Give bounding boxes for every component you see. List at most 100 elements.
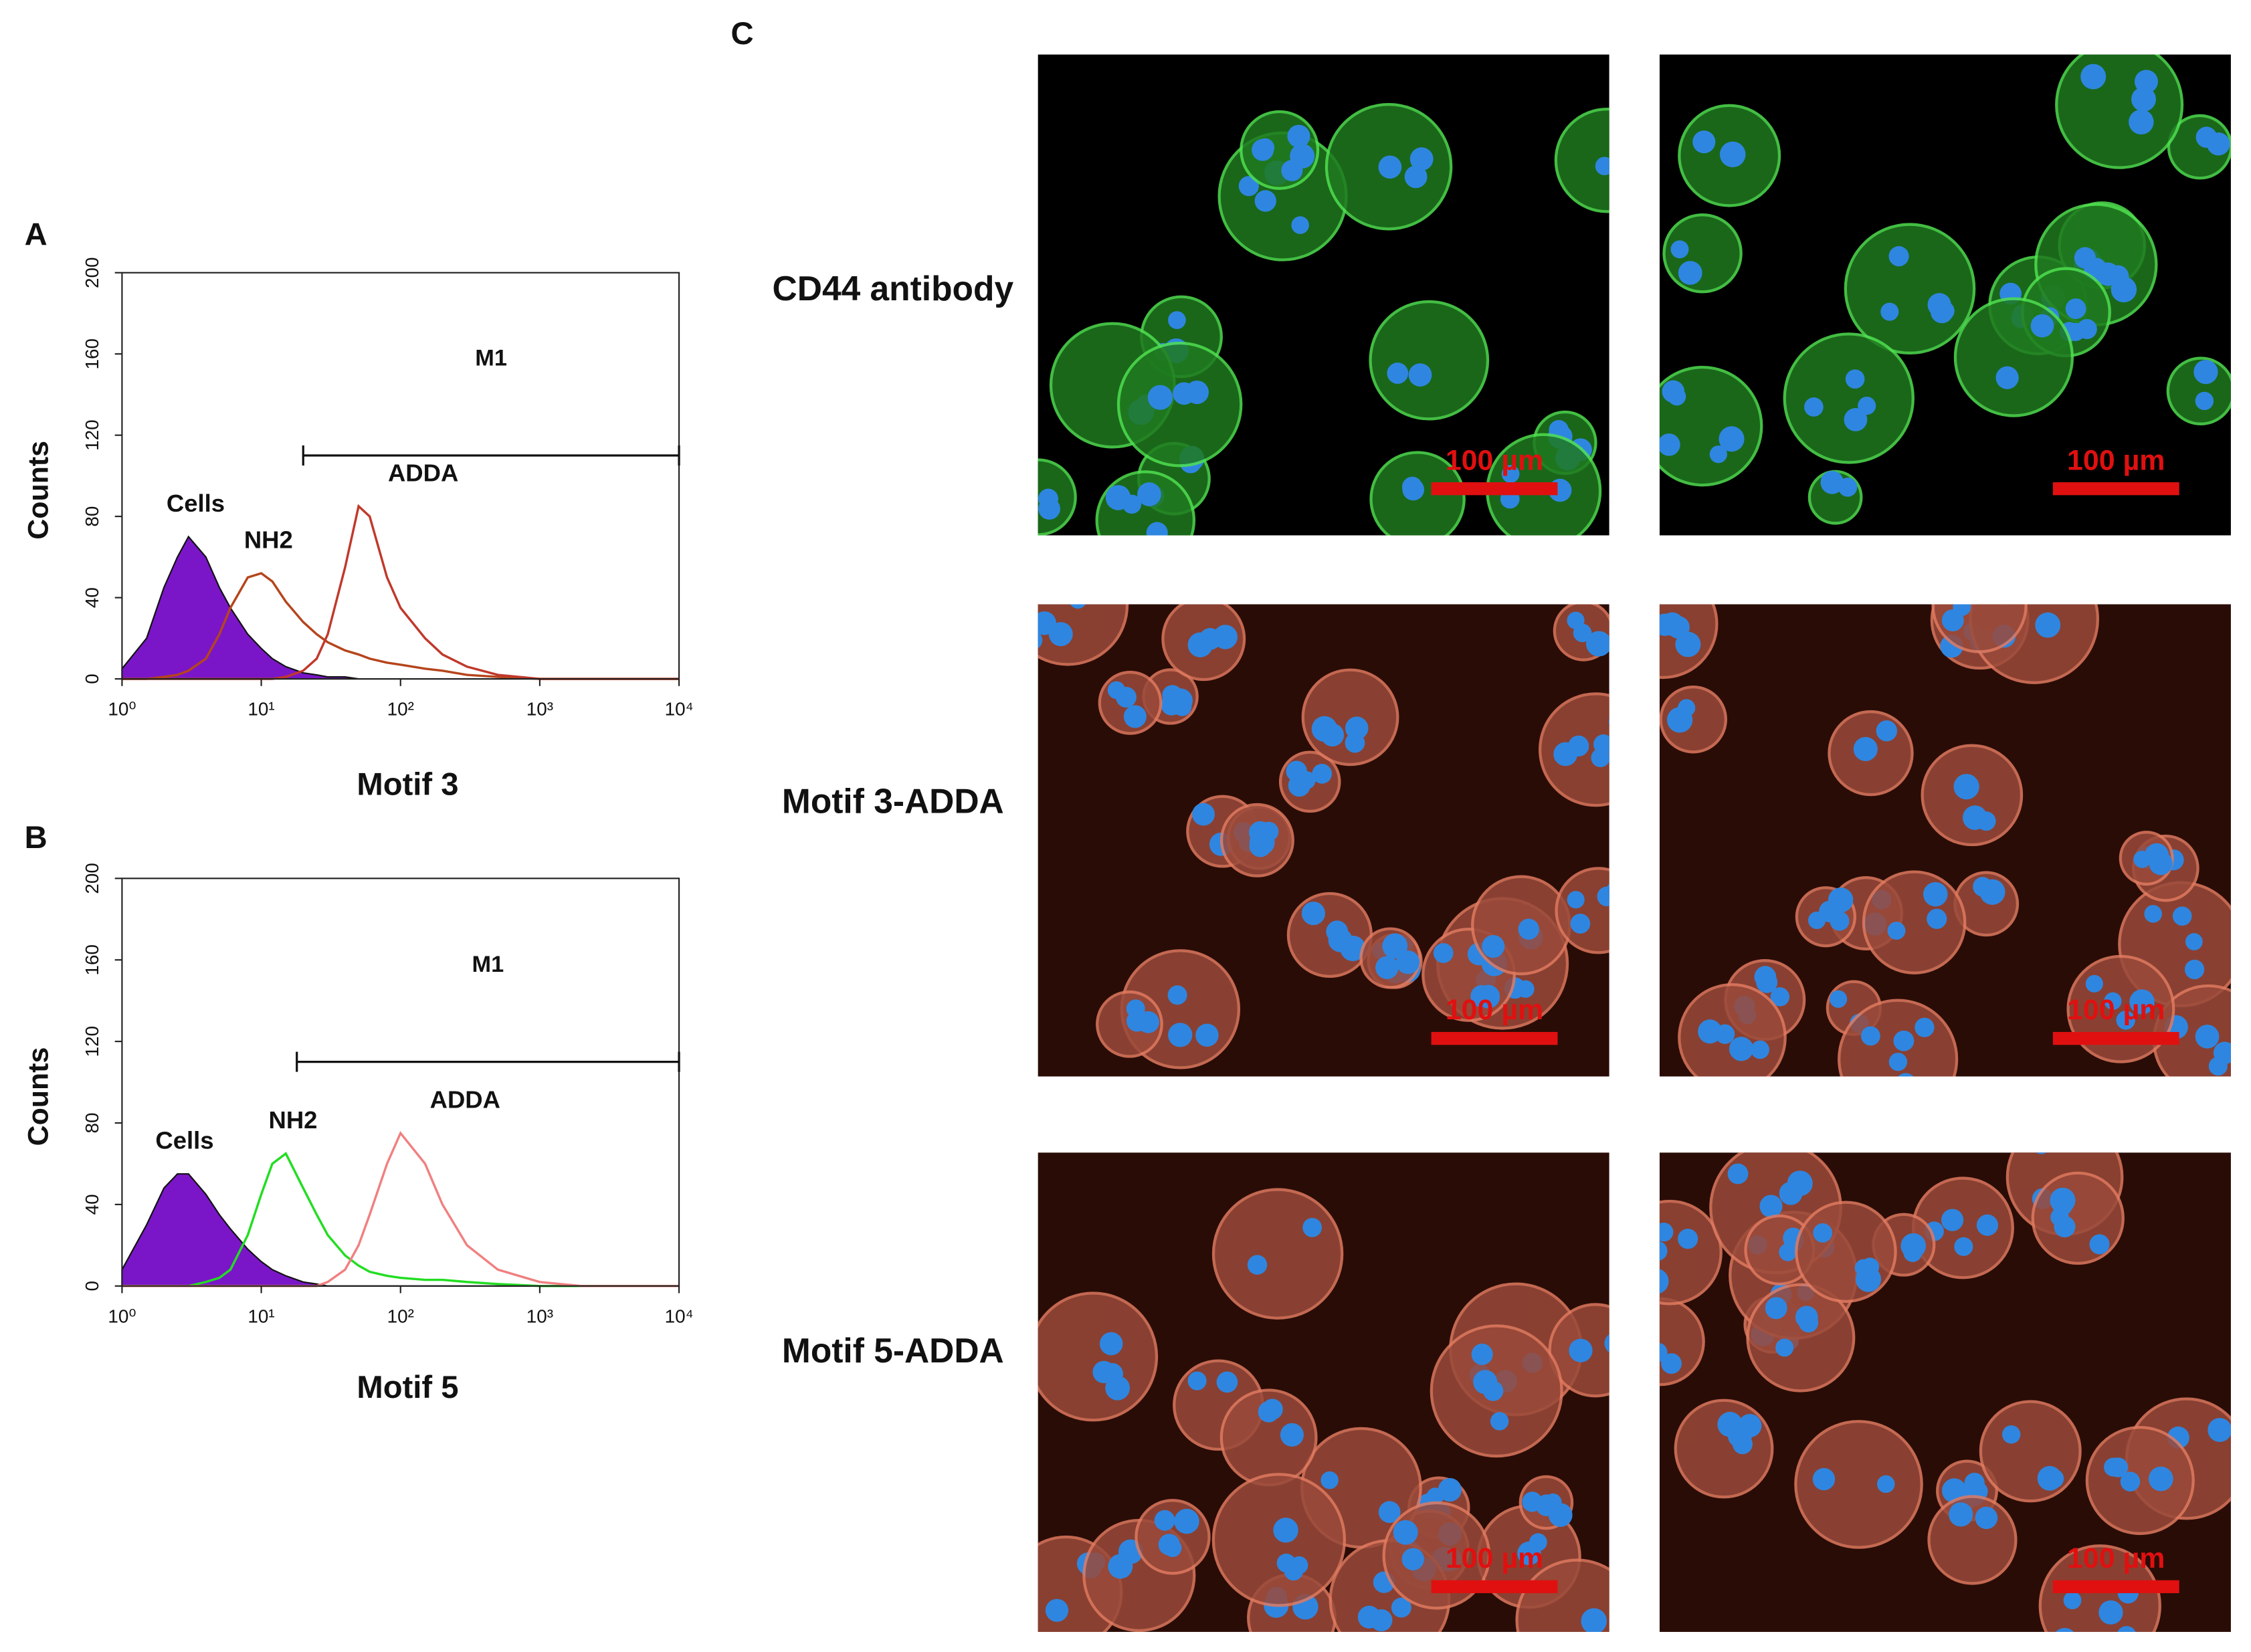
nucleus xyxy=(1378,1501,1401,1524)
nucleus xyxy=(1137,482,1161,506)
nucleus xyxy=(1154,1510,1175,1531)
nucleus xyxy=(2131,86,2156,112)
scale-bar-label: 100 µm xyxy=(1446,994,1543,1026)
scale-bar-label: 100 µm xyxy=(1446,1542,1543,1574)
nucleus xyxy=(1433,943,1454,963)
nucleus xyxy=(2104,992,2122,1010)
nucleus xyxy=(1692,130,1716,154)
nucleus xyxy=(1550,1637,1569,1652)
nucleus xyxy=(1213,625,1238,649)
nucleus xyxy=(1038,498,1060,520)
nucleus xyxy=(1887,922,1906,940)
panel-label: C xyxy=(730,16,753,51)
nucleus xyxy=(1829,990,1848,1008)
nucleus xyxy=(1146,522,1168,536)
nucleus xyxy=(2193,360,2218,385)
nucleus xyxy=(1382,933,1408,959)
nucleus xyxy=(2144,905,2162,923)
nucleus xyxy=(1941,609,1964,631)
cell-cluster xyxy=(1844,223,1976,354)
nucleus xyxy=(1754,966,1777,988)
nucleus xyxy=(2065,298,2086,320)
scale-bar-label: 100 µm xyxy=(2067,994,2165,1026)
cell-cluster xyxy=(2055,54,2184,169)
nucleus xyxy=(1795,1306,1818,1329)
nucleus xyxy=(1845,369,1865,389)
nucleus xyxy=(1345,716,1369,740)
series-label: ADDA xyxy=(430,1086,500,1114)
nucleus xyxy=(1888,246,1909,267)
nucleus xyxy=(1659,433,1680,456)
nucleus xyxy=(2063,1591,2082,1610)
nucleus xyxy=(2148,1466,2173,1491)
nucleus xyxy=(1819,900,1841,923)
nucleus xyxy=(1280,1423,1304,1447)
nucleus xyxy=(1291,216,1309,234)
nucleus xyxy=(2056,1627,2074,1632)
nucleus xyxy=(1775,1338,1794,1357)
nucleus xyxy=(1941,1209,1964,1231)
nucleus xyxy=(1192,803,1215,826)
scale-bar-label: 100 µm xyxy=(2067,444,2165,476)
nucleus xyxy=(1898,1073,1914,1077)
cell-cluster xyxy=(1555,867,1609,954)
y-tick-label: 0 xyxy=(82,674,102,684)
x-tick-label: 10¹ xyxy=(248,699,274,720)
nucleus xyxy=(1855,1266,1882,1292)
nucleus xyxy=(1719,426,1745,452)
nucleus xyxy=(1813,1223,1833,1243)
scale-bar xyxy=(2052,482,2179,496)
cell-cluster xyxy=(1783,332,1915,464)
nucleus xyxy=(1930,300,1953,324)
x-tick-label: 10⁴ xyxy=(665,1306,694,1326)
series-label: ADDA xyxy=(388,459,458,486)
x-axis-title: Motif 3 xyxy=(357,766,458,802)
x-tick-label: 10³ xyxy=(526,699,553,720)
nucleus xyxy=(1893,1030,1915,1051)
nucleus xyxy=(2145,843,2169,867)
nucleus xyxy=(1238,176,1259,197)
y-tick-label: 160 xyxy=(82,944,102,976)
cell-cluster xyxy=(2085,1425,2195,1536)
nucleus xyxy=(1903,1243,1923,1262)
nucleus xyxy=(1490,1412,1509,1431)
scale-bar xyxy=(2052,1580,2179,1594)
micrograph xyxy=(1659,1152,2231,1632)
nucleus xyxy=(1123,705,1147,728)
x-tick-label: 10³ xyxy=(526,1306,553,1326)
cell-cluster xyxy=(1659,1297,1705,1386)
nucleus xyxy=(1375,956,1399,979)
nucleus xyxy=(2001,1425,2021,1444)
nucleus xyxy=(1401,1548,1424,1570)
nucleus xyxy=(2035,612,2061,638)
nucleus xyxy=(2085,974,2103,993)
nucleus xyxy=(1438,1477,1462,1502)
scale-bar xyxy=(1431,482,1558,496)
nucleus xyxy=(1168,1023,1193,1047)
nucleus xyxy=(1476,985,1500,1009)
cell-cluster xyxy=(1211,1188,1344,1320)
micrograph xyxy=(1038,1152,1609,1652)
nucleus xyxy=(1765,1297,1787,1320)
y-tick-label: 80 xyxy=(82,1112,102,1133)
nucleus xyxy=(1595,157,1609,176)
nucleus xyxy=(1585,631,1609,657)
nucleus xyxy=(1969,604,1981,606)
nucleus xyxy=(1858,397,1876,415)
nucleus xyxy=(2172,906,2192,926)
nucleus xyxy=(1258,1401,1280,1423)
nucleus xyxy=(1727,1163,1749,1184)
nucleus xyxy=(1326,920,1349,943)
cell-cluster xyxy=(1794,1420,1923,1549)
histogram-line xyxy=(122,572,680,680)
nucleus xyxy=(1108,1554,1133,1579)
y-axis-title: Counts xyxy=(22,441,54,540)
nucleus xyxy=(1516,980,1535,998)
nucleus xyxy=(1396,950,1420,974)
scale-bar xyxy=(2052,1031,2179,1045)
nucleus xyxy=(1195,1023,1219,1047)
nucleus xyxy=(1581,1608,1607,1632)
y-tick-label: 200 xyxy=(82,863,102,894)
nucleus xyxy=(1302,1217,1322,1237)
